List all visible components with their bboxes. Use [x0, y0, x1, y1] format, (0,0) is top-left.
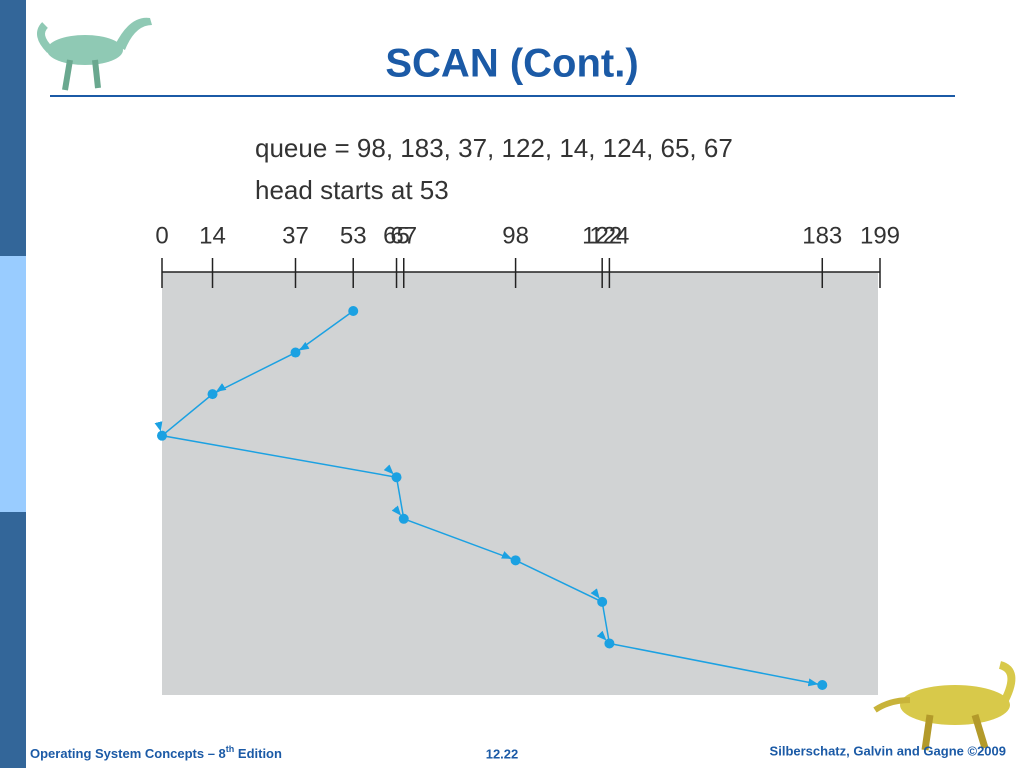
request-point: [817, 680, 828, 690]
head-path: [154, 310, 823, 687]
footer-left-end: Edition: [234, 746, 282, 761]
request-point: [157, 430, 167, 441]
side-bar: [0, 512, 26, 768]
x-tick-label: 183: [802, 222, 842, 249]
dinosaur-logo: [37, 17, 152, 91]
side-bar: [0, 0, 26, 256]
head-text: head starts at 53: [255, 175, 449, 205]
footer-sup: th: [226, 744, 235, 754]
request-point: [597, 596, 608, 607]
request-point: [604, 638, 615, 649]
x-tick-label: 98: [502, 222, 529, 249]
x-tick-label: 14: [199, 222, 226, 249]
x-tick-label: 0: [155, 222, 168, 249]
request-point: [398, 513, 409, 524]
footer-right: Silberschatz, Galvin and Gagne ©2009: [770, 743, 1006, 758]
x-tick-label: 124: [589, 222, 629, 249]
footer-left: Operating System Concepts – 8th Edition: [30, 744, 282, 761]
x-tick-label: 53: [340, 222, 367, 249]
request-point: [348, 306, 359, 316]
request-point: [290, 347, 301, 358]
x-tick-label: 67: [390, 222, 417, 249]
slide-title: SCAN (Cont.): [385, 42, 638, 86]
x-tick-label: 65: [383, 222, 410, 249]
footer-center: 12.22: [486, 746, 519, 761]
request-point: [391, 472, 402, 483]
side-bar: [0, 256, 26, 512]
x-tick-label: 122: [582, 222, 622, 249]
request-point: [510, 555, 521, 566]
request-point: [207, 389, 218, 400]
footer-left-text: Operating System Concepts – 8: [30, 746, 226, 761]
queue-text: queue = 98, 183, 37, 122, 14, 124, 65, 6…: [255, 133, 733, 163]
x-tick-label: 199: [860, 222, 900, 249]
x-tick-label: 37: [282, 222, 309, 249]
dinosaur-logo: [873, 661, 1016, 751]
plot-area: [162, 272, 878, 695]
